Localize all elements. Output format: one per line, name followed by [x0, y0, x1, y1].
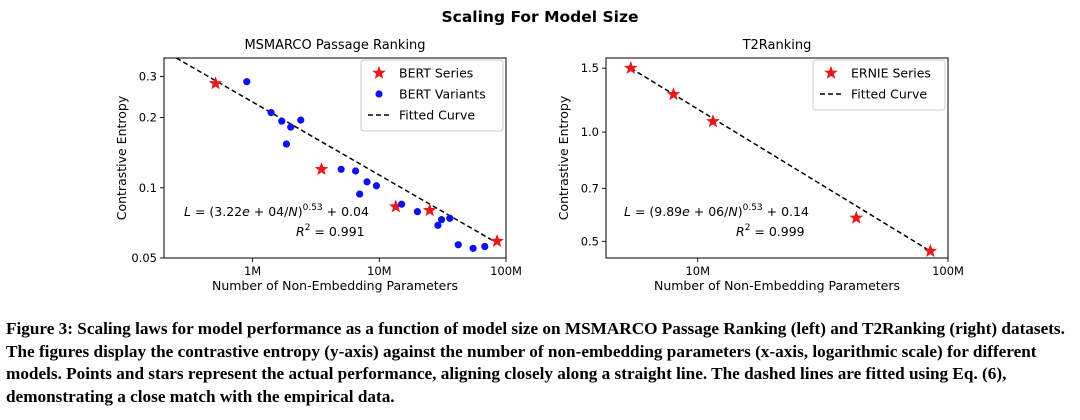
- y-tick-label: 1.5: [581, 61, 599, 75]
- bert-variant-point: [267, 109, 275, 117]
- legend-handle-circle: [375, 90, 383, 98]
- bert-variant-point: [481, 242, 489, 251]
- chart-panel-1: MSMARCO Passage Ranking 1M 10M 100M 0.05 0.1 0…: [114, 38, 522, 293]
- bert-variant-point: [363, 178, 371, 186]
- axes-frame: [605, 57, 949, 259]
- star-point: [388, 199, 403, 213]
- bert-variant-point: [287, 123, 295, 131]
- fitted-curve-line: [630, 67, 931, 252]
- bert-variant-point: [278, 117, 286, 125]
- y-axis-label: Contrastive Entropy: [114, 95, 129, 220]
- axes-frame: [163, 57, 507, 259]
- y-tick-label: 0.05: [131, 251, 157, 265]
- plot-area: [175, 58, 504, 252]
- bert-variant-point: [351, 167, 360, 175]
- y-axis-label: Contrastive Entropy: [556, 95, 571, 220]
- figure-caption: Figure 3: Scaling laws for model perform…: [6, 319, 1065, 406]
- legend-label: ERNIE Series: [851, 66, 931, 81]
- bert-variant-point: [446, 214, 454, 222]
- bert-variant-point: [434, 221, 442, 229]
- bert-variant-point: [297, 116, 305, 124]
- chart-panel-2: T2Ranking 10M 100M 0.5 0.7 1.0 1.5 Number of No…: [556, 38, 964, 293]
- chart-title: MSMARCO Passage Ranking: [244, 38, 425, 53]
- figure-suptitle: Scaling For Model Size: [441, 8, 638, 26]
- star-point: [422, 203, 437, 217]
- y-tick-label: 0.1: [139, 181, 157, 195]
- legend-box: [360, 59, 504, 132]
- legend-label: BERT Variants: [399, 87, 486, 102]
- y-tick-label: 0.5: [581, 234, 599, 248]
- legend-label: BERT Series: [399, 66, 473, 81]
- figure-canvas: Scaling For Model Size MSMARCO Passage R…: [114, 8, 964, 293]
- bert-variant-point: [243, 78, 251, 86]
- bert-variant-point: [454, 241, 462, 249]
- y-tick-label: 0.7: [581, 181, 599, 195]
- star-point: [706, 114, 720, 128]
- star-point: [490, 234, 504, 248]
- x-tick-label: 100M: [490, 264, 522, 278]
- x-axis-label: Number of Non-Embedding Parameters: [654, 278, 900, 293]
- bert-variant-point: [397, 200, 406, 208]
- star-point: [923, 243, 938, 257]
- bert-variant-point: [337, 165, 345, 173]
- star-point: [849, 210, 864, 224]
- y-tick-label: 1.0: [581, 125, 599, 139]
- legend-box: [812, 59, 946, 111]
- x-tick-label: 100M: [932, 264, 964, 278]
- x-tick-label: 10M: [367, 264, 392, 278]
- fitted-curve-line: [175, 58, 498, 244]
- legend-label: Fitted Curve: [399, 108, 475, 123]
- fit-formula: L = (9.89e + 06/N)0.53 + 0.14: [624, 203, 809, 219]
- bert-variant-point: [372, 182, 381, 190]
- bert-variant-point: [282, 140, 291, 148]
- legend-handle-star: [824, 65, 838, 79]
- bert-variant-point: [437, 216, 446, 224]
- chart-title: T2Ranking: [742, 38, 812, 53]
- plot-area: [623, 60, 938, 257]
- star-point: [314, 162, 329, 176]
- r-squared: R2 = 0.991: [296, 223, 365, 239]
- x-axis-label: Number of Non-Embedding Parameters: [212, 278, 458, 293]
- y-tick-label: 0.2: [139, 111, 157, 125]
- legend-handle-star: [372, 65, 386, 79]
- bert-variant-point: [469, 244, 477, 252]
- star-point: [666, 87, 681, 101]
- star-point: [623, 60, 638, 74]
- bert-variant-point: [356, 190, 364, 198]
- fit-formula: L = (3.22e + 04/N)0.53 + 0.04: [184, 203, 369, 219]
- r-squared: R2 = 0.999: [736, 223, 805, 239]
- x-tick-label: 10M: [685, 264, 710, 278]
- bert-variant-point: [413, 208, 422, 216]
- legend-label: Fitted Curve: [851, 87, 927, 102]
- star-point: [208, 76, 223, 90]
- y-tick-label: 0.3: [139, 69, 157, 83]
- x-tick-label: 1M: [244, 264, 261, 278]
